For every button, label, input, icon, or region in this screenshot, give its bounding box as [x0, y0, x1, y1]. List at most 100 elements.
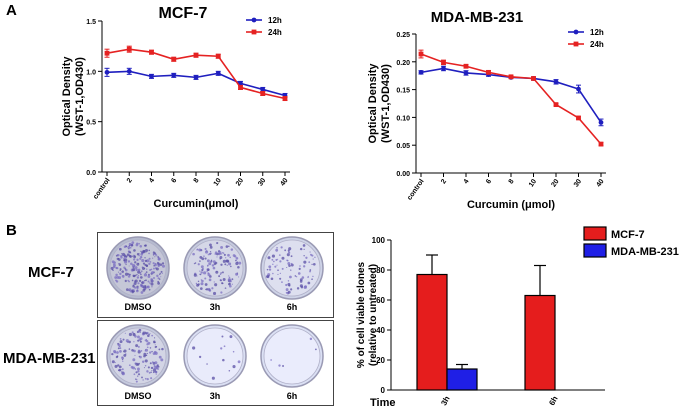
- colony: [154, 361, 158, 365]
- colony: [128, 265, 130, 267]
- colony: [127, 250, 130, 253]
- colony: [118, 276, 122, 280]
- colony: [148, 371, 151, 374]
- colony: [276, 247, 278, 249]
- colony: [142, 379, 144, 381]
- data-point: [171, 72, 177, 78]
- colony: [193, 273, 197, 277]
- colony: [156, 345, 158, 348]
- colony: [144, 249, 148, 253]
- colony: [268, 256, 270, 258]
- y-tick-label: 1.0: [86, 69, 96, 76]
- culture-dish: [106, 236, 170, 300]
- colony: [298, 267, 301, 270]
- colony: [152, 368, 157, 372]
- colony: [282, 365, 285, 368]
- colony: [192, 346, 196, 350]
- legend-label: 24h: [268, 28, 282, 37]
- colony: [204, 247, 207, 251]
- colony: [266, 275, 269, 279]
- colony: [132, 268, 136, 272]
- colony: [274, 265, 277, 268]
- colony: [134, 262, 136, 264]
- y-axis-label: (relative to untreated): [368, 264, 379, 366]
- y-tick-label: 0.25: [396, 32, 410, 39]
- colony: [225, 245, 229, 248]
- colony: [133, 290, 135, 293]
- colony: [307, 275, 309, 277]
- x-tick-label: 30: [257, 177, 267, 187]
- y-axis-label: Optical Density: [61, 56, 73, 137]
- legend-label: 12h: [590, 28, 604, 37]
- colony: [218, 251, 222, 255]
- colony: [289, 275, 292, 279]
- colony: [141, 250, 145, 254]
- colony: [145, 348, 149, 352]
- colony: [121, 356, 124, 359]
- colony: [139, 276, 143, 279]
- colony: [147, 334, 150, 337]
- colony: [146, 378, 149, 381]
- legend-marker: [573, 41, 579, 47]
- colony: [144, 365, 147, 367]
- colony: [299, 278, 303, 282]
- data-point: [193, 52, 199, 58]
- colony: [286, 253, 290, 257]
- colony: [121, 369, 123, 371]
- colony: [287, 282, 291, 286]
- colony: [136, 253, 140, 256]
- colony: [220, 347, 223, 350]
- colony: [288, 247, 292, 251]
- colony: [152, 371, 155, 374]
- colony: [135, 289, 139, 293]
- colony: [214, 251, 218, 254]
- colony: [146, 370, 149, 373]
- colony: [119, 340, 123, 344]
- colony: [198, 355, 202, 359]
- colony: [314, 256, 316, 259]
- colony: [143, 367, 145, 369]
- colony: [149, 282, 151, 284]
- colony: [312, 262, 316, 266]
- colony: [235, 256, 239, 260]
- colony: [144, 263, 147, 267]
- mda-line-chart: MDA-MB-231 0.00 0.05 0.10 0.15 0.20 0.25 contro…: [367, 9, 606, 211]
- colony: [235, 261, 239, 266]
- colony: [153, 337, 156, 339]
- colony: [123, 245, 127, 248]
- colony: [299, 265, 301, 267]
- x-tick-label: 10: [213, 177, 223, 187]
- colony: [212, 266, 216, 270]
- colony: [149, 261, 152, 263]
- dish-label: 6h: [286, 391, 298, 401]
- data-point: [104, 50, 110, 56]
- colony: [231, 278, 234, 281]
- colony: [133, 373, 136, 376]
- colony: [113, 263, 115, 265]
- colony: [280, 246, 283, 249]
- colony: [118, 368, 122, 372]
- data-point: [463, 63, 469, 69]
- culture-dish: [260, 324, 324, 388]
- colony: [121, 372, 125, 376]
- colony: [229, 256, 231, 259]
- colony: [204, 257, 207, 260]
- colony: [149, 362, 152, 365]
- colony: [143, 273, 148, 277]
- colony: [222, 259, 226, 263]
- colony: [150, 371, 152, 374]
- colony: [123, 276, 125, 278]
- colony: [213, 281, 215, 283]
- colony: [132, 333, 136, 337]
- colony: [278, 254, 281, 256]
- colony: [144, 359, 148, 363]
- colony: [122, 338, 125, 341]
- colony: [135, 378, 137, 380]
- colony: [146, 285, 150, 289]
- y-tick-label: 0.5: [86, 120, 96, 127]
- colony: [198, 248, 202, 252]
- colony: [148, 288, 151, 291]
- colony: [288, 264, 291, 267]
- colony: [279, 277, 282, 280]
- colony: [227, 253, 230, 257]
